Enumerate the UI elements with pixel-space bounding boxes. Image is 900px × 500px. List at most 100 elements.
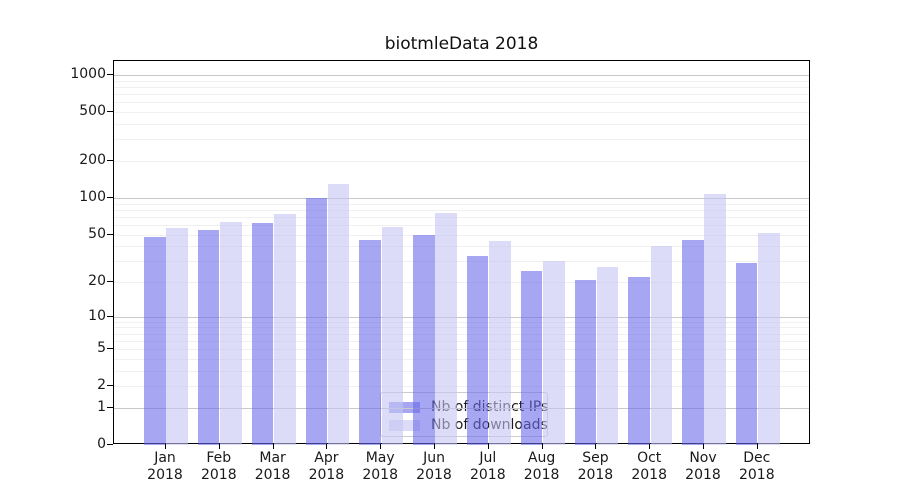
legend: Nb of distinct IPs Nb of downloads [380,392,548,437]
month-label: Jan [154,450,176,466]
bar-distinct-ips-oct [628,277,650,445]
gridline-minor [114,261,809,263]
x-tick-label: Jun 2018 [402,450,466,484]
x-axis-tick [541,444,543,449]
bar-distinct-ips-jan [144,236,166,445]
gridline-minor [114,216,809,218]
gridline-minor [114,340,809,342]
gridline-minor [114,209,809,211]
gridline-minor [114,327,809,329]
y-axis-tick [107,385,113,387]
month-label: Jul [479,450,497,466]
y-tick-label: 2 [97,377,106,394]
gridline-minor [114,224,809,226]
y-axis-tick [107,315,113,317]
x-tick-label: Feb 2018 [187,450,251,484]
gridline-minor [114,80,809,82]
chart-title: biotmleData 2018 [384,34,539,54]
y-axis-tick [107,160,113,161]
year-label: 2018 [147,467,183,483]
month-label: Jun [423,450,445,466]
y-tick-label: 500 [79,103,106,120]
gridline-major [114,75,809,76]
bar-distinct-ips-jul [466,256,489,445]
gridline-minor [114,282,809,283]
month-label: Mar [259,450,286,466]
y-tick-label: 0 [97,436,106,452]
x-axis-tick [756,444,758,449]
x-axis-tick [649,444,651,449]
gridline-minor [114,333,809,335]
x-tick-label: Dec 2018 [725,450,789,484]
bar-downloads-dec [758,233,780,445]
x-axis-tick [218,444,220,449]
y-tick-label: 10 [88,307,106,324]
x-axis-tick [487,444,489,449]
gridline-minor [114,102,809,104]
x-tick-label: Jul 2018 [456,450,520,484]
gridline-major [114,407,809,409]
y-axis-tick [107,444,113,445]
bar-downloads-jul [489,241,511,445]
x-axis-tick [272,444,274,449]
x-tick-label: Aug 2018 [510,450,574,484]
x-tick-label: Apr 2018 [294,450,358,484]
gridline-major [114,197,809,199]
month-label: May [365,450,395,466]
y-axis-tick [107,406,113,408]
bar-downloads-sep [596,266,619,445]
gridline-minor [114,94,809,96]
y-tick-label: 100 [79,188,106,205]
gridline-minor [114,234,809,236]
x-axis-tick [380,444,382,449]
gridline-minor [114,124,809,125]
gridline-minor [114,139,809,141]
x-tick-label: Nov 2018 [671,450,735,484]
gridline-minor [114,370,809,372]
gridline-minor [114,203,809,205]
y-axis-tick [107,196,113,198]
y-axis-tick [107,233,113,235]
y-tick-label: 50 [88,225,106,242]
gridline-minor [114,358,809,360]
year-label: 2018 [631,467,667,483]
x-tick-label: Oct 2018 [617,450,681,484]
gridline-minor [114,386,809,388]
year-label: 2018 [362,467,398,483]
x-axis-tick [434,444,435,449]
x-axis-tick [703,444,704,449]
y-axis-tick [107,111,113,113]
month-label: Feb [206,450,232,466]
y-tick-label: 1 [97,398,106,415]
bar-downloads-apr [327,183,350,445]
month-label: Aug [527,450,556,466]
y-tick-label: 1000 [70,66,106,82]
bar-downloads-jun [435,213,457,445]
gridline-major [114,316,809,318]
bar-downloads-nov [704,193,726,445]
gridline-minor [114,112,809,114]
bar-downloads-may [381,226,404,445]
bar-distinct-ips-apr [305,197,327,445]
y-tick-label: 5 [97,340,106,357]
y-tick-label: 20 [88,273,106,289]
y-axis-tick [107,74,113,75]
bar-distinct-ips-mar [251,223,274,445]
bar-distinct-ips-feb [197,230,220,445]
month-label: Nov [689,450,717,466]
x-axis-tick [595,444,597,449]
gridline-minor [114,246,809,248]
year-label: 2018 [308,467,345,483]
year-label: 2018 [738,467,775,483]
bar-downloads-aug [543,261,565,445]
month-label: Sep [582,450,609,466]
month-label: Oct [637,450,662,466]
bar-distinct-ips-sep [574,279,596,445]
year-label: 2018 [254,467,291,483]
bar-downloads-oct [650,246,673,445]
y-axis-tick [107,281,113,282]
bar-distinct-ips-jun [413,234,435,445]
month-label: Dec [743,450,771,466]
gridline-minor [114,87,809,88]
y-axis-tick [107,348,113,350]
